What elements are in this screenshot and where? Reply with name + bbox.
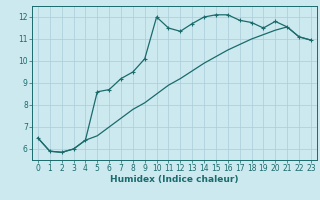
X-axis label: Humidex (Indice chaleur): Humidex (Indice chaleur) xyxy=(110,175,239,184)
